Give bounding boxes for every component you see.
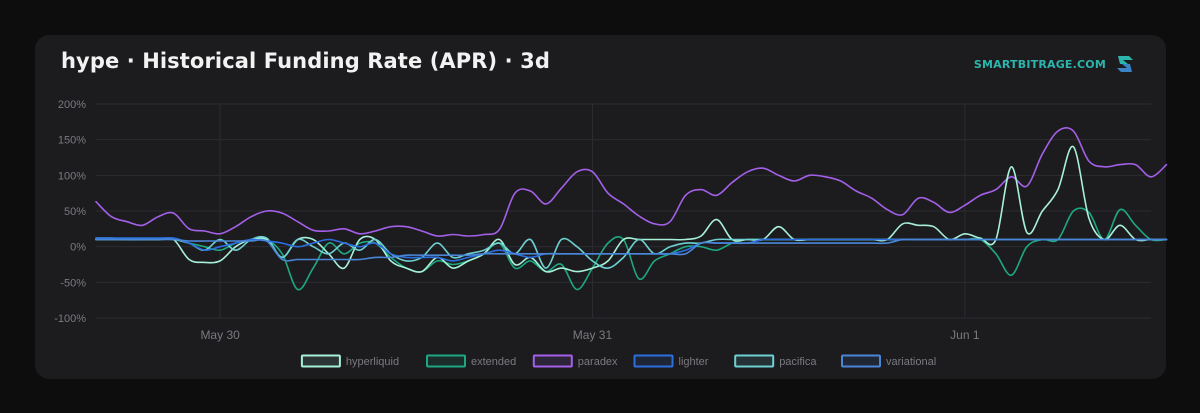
legend-swatch [734, 354, 775, 368]
y-tick-label: -50% [60, 277, 86, 289]
chart-title: hype · Historical Funding Rate (APR) · 3… [61, 49, 550, 73]
legend-item-lighter[interactable]: lighter [633, 354, 709, 369]
legend-item-extended[interactable]: extended [426, 354, 516, 369]
y-tick-label: 0% [70, 242, 86, 254]
legend-label: paradex [578, 356, 618, 368]
legend-item-variational[interactable]: variational [841, 354, 936, 369]
legend-label: variational [886, 356, 936, 368]
legend-item-pacifica[interactable]: pacifica [734, 354, 817, 369]
x-tick-label: Jun 1 [950, 328, 980, 342]
series-line-paradex [95, 127, 1168, 237]
legend-label: hyperliquid [346, 356, 399, 368]
x-tick-label: May 30 [200, 328, 240, 342]
grid [96, 103, 1151, 319]
legend[interactable]: hyperliquid extended paradex lighter pacific… [300, 354, 936, 369]
series-line-variational [95, 238, 1168, 262]
series-lines [95, 127, 1168, 291]
series-line-extended [95, 207, 1168, 291]
legend-swatch [633, 354, 674, 368]
y-tick-label: 50% [64, 206, 86, 218]
legend-label: pacifica [779, 356, 817, 368]
y-tick-label: 100% [58, 170, 86, 182]
y-tick-label: 200% [58, 99, 86, 111]
x-axis: May 30 May 31 Jun 1 [200, 328, 979, 342]
brand-name: SMARTBITRAGE.COM [973, 57, 1106, 71]
chart-card: hype · Historical Funding Rate (APR) · 3… [35, 35, 1166, 379]
y-axis: -100% -50% 0% 50% 100% 150% 200% [54, 99, 86, 325]
legend-swatch [426, 354, 466, 368]
y-tick-label: 150% [58, 135, 86, 147]
legend-label: extended [471, 356, 516, 368]
x-tick-label: May 31 [573, 328, 613, 342]
smartbitrage-logo-icon [1117, 56, 1133, 72]
legend-swatch [532, 354, 573, 368]
legend-item-paradex[interactable]: paradex [532, 354, 618, 369]
legend-swatch [300, 354, 341, 368]
series-line-pacifica [95, 235, 1168, 269]
brand[interactable]: SMARTBITRAGE.COM [974, 53, 1136, 75]
y-tick-label: -100% [54, 313, 86, 325]
legend-swatch [841, 354, 881, 368]
legend-label: lighter [679, 356, 709, 368]
legend-item-hyperliquid[interactable]: hyperliquid [300, 354, 399, 369]
